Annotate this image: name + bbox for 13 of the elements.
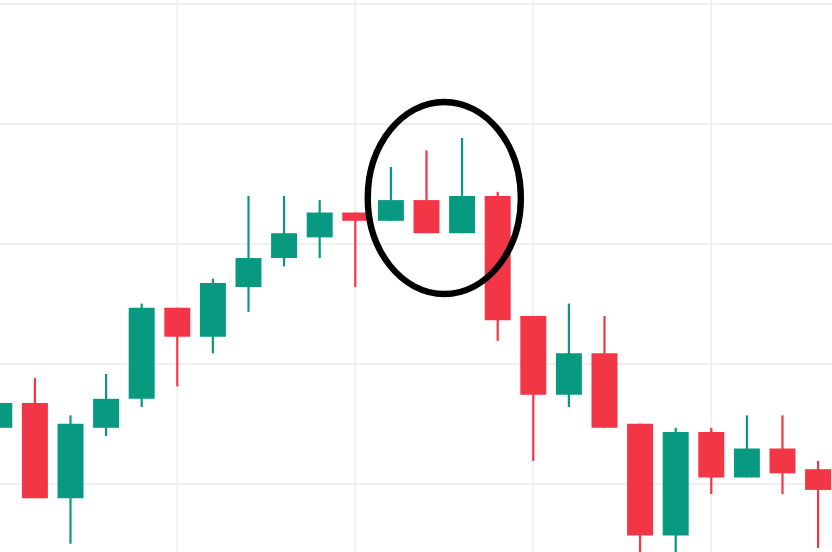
candlestick [698,426,725,496]
candlestick [555,302,582,409]
candlestick [271,194,298,268]
candlestick [413,149,440,235]
candlestick [164,306,191,388]
candlestick [805,459,832,549]
candlestick [377,165,404,222]
candlestick [449,136,476,235]
candlestick [769,414,796,496]
candlestick [235,194,262,313]
candlestick [733,414,760,479]
candlestick [306,198,333,260]
candlestick [93,372,120,438]
